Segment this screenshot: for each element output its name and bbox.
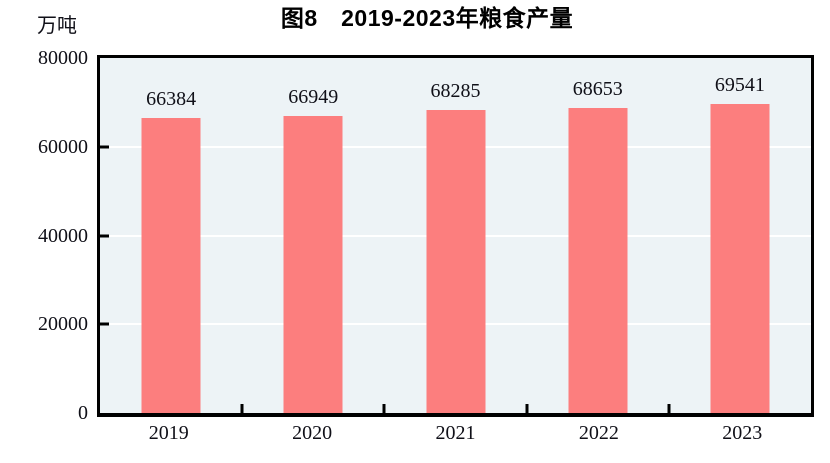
y-axis-tick-label: 40000 [38,224,88,247]
bar [283,115,343,413]
bar-value-label: 68653 [572,78,623,101]
chart-title: 图8 2019-2023年粮食产量 [280,5,574,31]
bar-value-label: 66384 [146,88,197,111]
y-axis-unit-label: 万吨 [37,15,77,37]
x-axis-tick-mark [382,404,386,413]
y-axis: 0 20000 40000 60000 80000 [0,0,88,463]
x-axis-category-label: 2019 [148,422,189,444]
x-axis-category-label: 2021 [435,422,476,444]
bar [426,110,485,413]
bar-value-label: 68285 [430,80,481,102]
bar-value-label: 66949 [288,85,339,108]
y-axis-tick-label: 60000 [38,135,88,158]
bar [141,118,201,413]
bar [568,108,628,413]
x-axis-category-label: 2022 [578,422,619,444]
y-axis-tick-mark [100,322,109,326]
y-axis-tick-label: 80000 [38,47,88,69]
y-axis-tick-label: 0 [78,402,88,424]
x-axis-tick-mark [667,404,671,413]
x-axis-category-label: 2023 [722,422,763,444]
bar [710,104,770,413]
x-axis-tick-mark [525,404,529,413]
y-axis-tick-label: 20000 [38,313,88,336]
plot-area: 66384 66949 68285 68653 69541 [97,55,814,417]
bar-value-label: 69541 [714,74,765,97]
y-axis-tick-mark [100,145,109,149]
x-axis: 2019 2020 2021 2022 2023 [97,421,814,449]
x-axis-category-label: 2020 [292,422,333,444]
x-axis-tick-mark [240,404,244,413]
y-axis-tick-mark [100,234,109,237]
